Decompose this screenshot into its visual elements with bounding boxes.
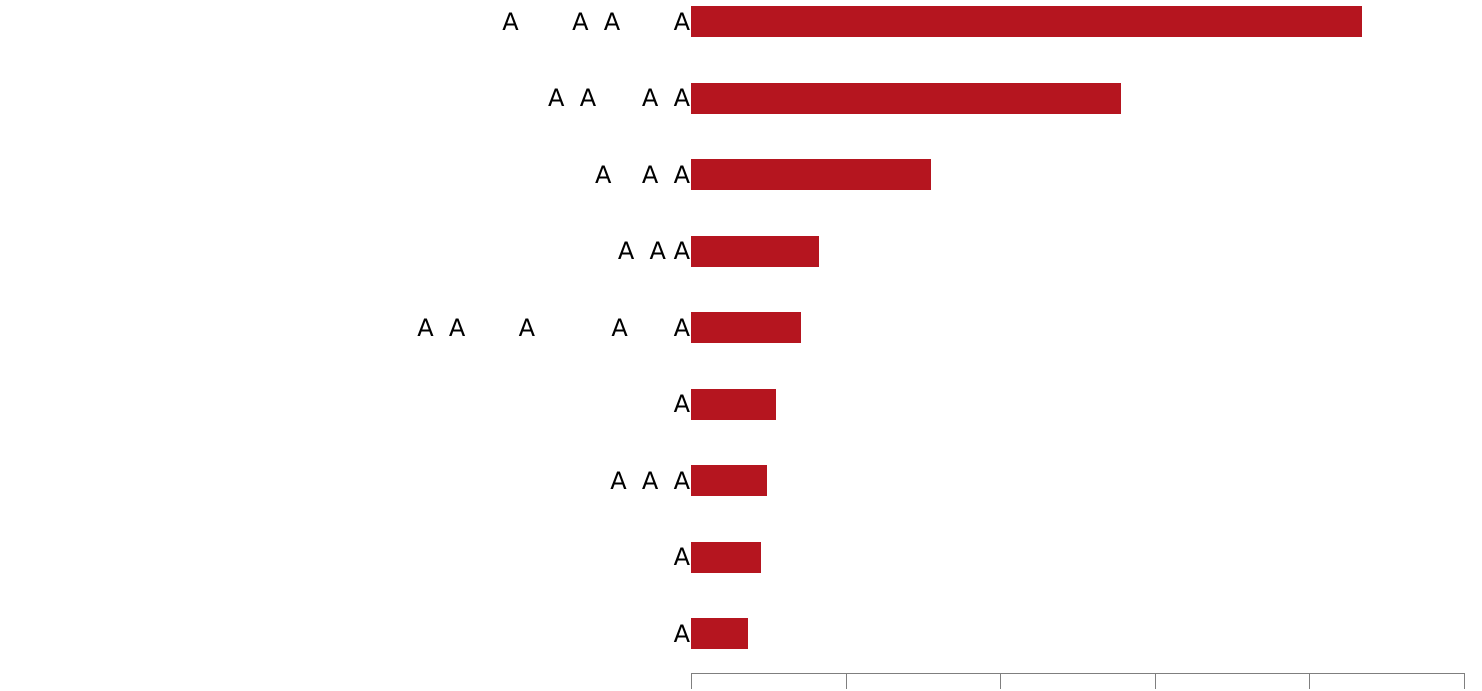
category-label: A A A A [502, 7, 690, 36]
category-label: A A A [610, 466, 690, 495]
bar [691, 312, 801, 343]
x-axis-tick [1000, 673, 1001, 689]
category-label: A A A [617, 237, 690, 265]
x-axis-tick [1309, 673, 1310, 689]
x-axis-tick [1155, 673, 1156, 689]
bar [691, 388, 777, 420]
bar [691, 159, 931, 190]
category-label: A A A A [548, 84, 690, 112]
x-axis-tick [1464, 673, 1465, 689]
bar [691, 465, 767, 496]
category-label: A A A A A [417, 313, 690, 342]
category-label: A [673, 390, 690, 418]
category-label: A A A [594, 160, 690, 189]
bar [691, 541, 761, 573]
bar [691, 235, 820, 267]
category-label: A [673, 619, 690, 648]
x-axis-line [691, 673, 1464, 674]
category-label: A [673, 543, 690, 571]
x-axis-tick [846, 673, 847, 689]
x-axis-tick [691, 673, 692, 689]
bar [691, 82, 1121, 114]
bar [691, 618, 749, 649]
bar [691, 6, 1362, 37]
